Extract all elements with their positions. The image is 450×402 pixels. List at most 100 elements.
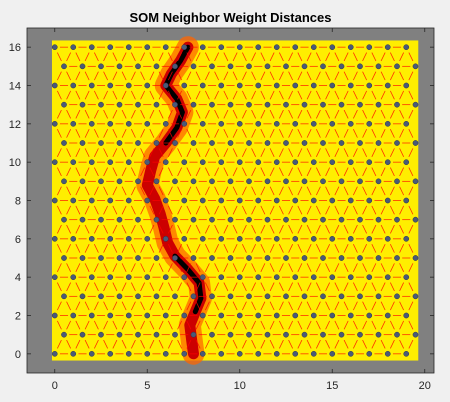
connection — [84, 263, 90, 272]
connection — [84, 339, 90, 349]
connection — [251, 129, 257, 138]
connection — [158, 71, 164, 81]
connection — [399, 339, 405, 349]
neuron — [255, 312, 262, 319]
connection — [204, 71, 210, 81]
connection — [408, 263, 414, 272]
neuron — [199, 82, 206, 89]
neuron — [366, 120, 373, 127]
connection — [84, 205, 90, 215]
connection — [66, 224, 72, 234]
connection — [306, 282, 312, 292]
neuron — [79, 178, 86, 185]
neuron — [329, 82, 336, 89]
connection — [177, 339, 183, 349]
connection — [75, 109, 81, 119]
connection — [306, 90, 312, 100]
neuron — [61, 101, 67, 108]
connection — [352, 205, 358, 215]
neuron — [255, 44, 262, 51]
connection — [66, 167, 72, 177]
connection — [251, 109, 257, 119]
connection — [241, 167, 247, 177]
neuron — [190, 140, 197, 146]
connection — [177, 71, 183, 81]
connection — [334, 129, 340, 138]
connection — [408, 71, 414, 81]
connection — [334, 90, 340, 100]
connection — [158, 186, 164, 196]
connection — [204, 129, 210, 138]
connection — [56, 205, 62, 215]
connection — [149, 148, 155, 157]
connection — [195, 263, 201, 272]
neuron — [199, 235, 206, 242]
connection — [112, 263, 118, 272]
connection — [214, 90, 220, 100]
connection — [56, 244, 62, 253]
connection — [380, 282, 386, 292]
neuron — [375, 255, 382, 261]
connection — [352, 52, 358, 62]
connection — [325, 282, 331, 292]
connection — [232, 71, 238, 81]
connection — [325, 90, 331, 100]
connection — [186, 52, 192, 62]
neuron — [255, 120, 262, 127]
connection — [278, 301, 284, 311]
max-distance-segment-1 — [172, 253, 204, 315]
connection — [93, 186, 99, 196]
connection — [103, 205, 109, 215]
connection — [66, 301, 72, 311]
connection — [140, 205, 146, 215]
connection — [167, 282, 173, 292]
neuron — [310, 159, 317, 166]
connection — [352, 186, 358, 196]
connection — [158, 90, 164, 100]
neuron — [209, 216, 215, 223]
neuron — [246, 63, 252, 70]
connection — [84, 129, 90, 138]
connection — [352, 109, 358, 119]
neuron — [209, 178, 215, 185]
neuron — [209, 331, 215, 338]
connection — [195, 244, 201, 253]
connection — [380, 52, 386, 62]
connection — [66, 282, 72, 292]
y-tick-label: 12 — [9, 119, 21, 131]
neuron — [264, 140, 271, 146]
neuron — [255, 159, 262, 166]
connection — [278, 282, 284, 292]
connection — [371, 282, 377, 292]
neuron — [98, 331, 104, 338]
connection — [177, 52, 183, 62]
connection — [121, 282, 127, 292]
connection — [112, 205, 118, 215]
neuron — [320, 140, 326, 146]
neuron — [283, 101, 289, 108]
connection — [214, 224, 220, 234]
neuron — [79, 63, 86, 70]
connection — [167, 167, 173, 177]
connection — [103, 224, 109, 234]
neuron — [153, 101, 160, 108]
neuron — [273, 82, 280, 89]
neuron — [51, 235, 58, 242]
connection — [223, 186, 229, 196]
connection — [232, 282, 238, 292]
connection — [186, 186, 192, 196]
neuron — [116, 63, 123, 70]
connection — [297, 339, 303, 349]
connection — [241, 301, 247, 311]
neuron — [273, 44, 280, 51]
neuron — [338, 101, 345, 108]
connection — [352, 129, 358, 138]
connection — [93, 244, 99, 253]
connection — [186, 301, 192, 311]
connection — [260, 129, 266, 138]
connection — [158, 52, 164, 62]
neuron — [199, 120, 206, 127]
neuron — [218, 159, 225, 166]
connection — [158, 339, 164, 349]
neuron — [310, 235, 317, 242]
